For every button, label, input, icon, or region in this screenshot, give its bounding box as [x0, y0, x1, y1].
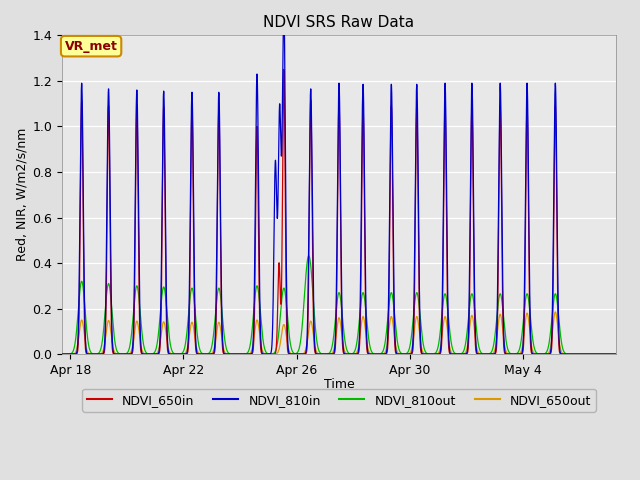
Y-axis label: Red, NIR, W/m2/s/nm: Red, NIR, W/m2/s/nm: [15, 128, 28, 262]
X-axis label: Time: Time: [324, 378, 355, 391]
Title: NDVI SRS Raw Data: NDVI SRS Raw Data: [264, 15, 415, 30]
Text: VR_met: VR_met: [65, 40, 118, 53]
Legend: NDVI_650in, NDVI_810in, NDVI_810out, NDVI_650out: NDVI_650in, NDVI_810in, NDVI_810out, NDV…: [82, 389, 596, 412]
